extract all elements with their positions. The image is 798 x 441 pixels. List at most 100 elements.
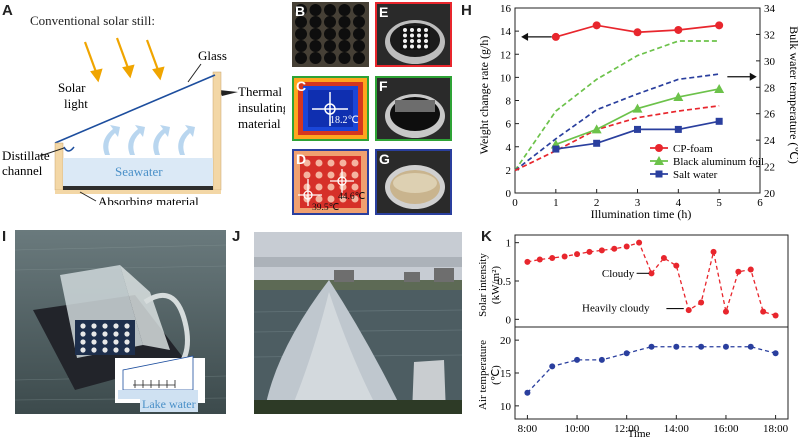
h-legend-label: Salt water [673, 169, 718, 181]
k-solar-point [648, 270, 655, 277]
k-solar-point [722, 308, 729, 315]
h-point [715, 117, 723, 125]
h-ytick-right-label: 22 [764, 162, 775, 174]
h-ytick-label: 12 [500, 49, 511, 61]
panel-letter-b: B [295, 3, 306, 19]
k-air-temp-point [698, 343, 705, 350]
h-xtick-label: 4 [676, 197, 682, 209]
h-ytick-right-label: 24 [764, 135, 776, 147]
photo-e-cp-foam-cup: E [375, 2, 452, 67]
k-solar-point [747, 266, 754, 273]
vapour-arrow-icons [103, 125, 195, 155]
h-point [593, 139, 601, 147]
k-top-ytick-label: 1 [506, 238, 512, 250]
h-ytick-label: 2 [506, 165, 512, 177]
k-bottom-frame [514, 326, 789, 420]
k-bottom-ylabel-1: Air temperature [477, 340, 489, 410]
h-point [673, 92, 684, 102]
k-annotation-heavily-cloudy: Heavily cloudy [582, 303, 650, 315]
k-air-temp-point [574, 356, 581, 363]
h-series-line-1 [555, 88, 720, 146]
k-top-ylabel-2: (kW/m²) [490, 266, 502, 304]
h-ytick-label: 0 [506, 188, 512, 200]
chart-h: Weight change rate (g/h) Bulk water temp… [477, 3, 798, 221]
h-temperature-line-1 [514, 73, 720, 172]
thermal-image-c: 18.2℃ C [292, 76, 369, 141]
distillate-label-1: Distillate [2, 148, 50, 163]
k-solar-point [524, 258, 531, 265]
k-solar-point [549, 255, 556, 261]
h-ytick-right-label: 32 [764, 29, 775, 41]
k-solar-point [673, 262, 680, 269]
photo-i-lake-still: Lake water [15, 230, 226, 414]
chart-k: Solar intensity (kW/m²) Air temperature … [477, 234, 789, 440]
schematic-title: Conventional solar still: [30, 13, 155, 28]
k-solar-point [536, 256, 543, 263]
k-solar-point [623, 243, 630, 250]
k-solar-point [710, 248, 717, 255]
h-ytick-right-label: 30 [764, 56, 776, 68]
k-air-temp-point [747, 343, 754, 350]
thermal-label-2: insulating [238, 100, 285, 115]
k-xtick-label: 14:00 [664, 423, 690, 435]
h-ytick-label: 10 [500, 72, 512, 84]
k-top-ytick-label: 0 [506, 314, 512, 326]
photo-f-aluminum-cup: F [375, 76, 452, 141]
panel-letter-c: C [296, 78, 307, 94]
temp-d-right: 44.6℃ [338, 192, 366, 202]
h-point [592, 21, 601, 30]
h-temperature-line-0 [514, 40, 720, 172]
h-xtick-label: 1 [553, 197, 559, 209]
k-air-temp-point [524, 389, 531, 396]
seawater-label: Seawater [115, 164, 163, 179]
h-point [551, 32, 560, 41]
panel-letter-d: D [296, 151, 307, 167]
h-legend-marker [654, 156, 664, 165]
h-ytick-label: 6 [506, 119, 512, 131]
h-ytick-right-label: 20 [764, 188, 776, 200]
sun-ray-icons [83, 37, 165, 83]
k-air-temp-point [623, 350, 630, 357]
panel-letter-a: A [2, 2, 13, 19]
h-legend-label: CP-foam [673, 143, 713, 155]
k-solar-point [636, 239, 643, 246]
k-air-temp-point [673, 343, 680, 350]
h-legend-marker [655, 170, 663, 178]
k-bottom-ytick-label: 20 [500, 335, 512, 347]
k-top-ylabel-1: Solar intensity [477, 253, 489, 317]
glass-label: Glass [198, 48, 227, 63]
h-point [632, 103, 643, 113]
h-ytick-label: 8 [506, 96, 512, 108]
h-point [714, 83, 725, 93]
h-left-axis-arrowhead [521, 32, 529, 41]
k-solar-point [760, 308, 767, 315]
k-xtick-label: 8:00 [518, 423, 538, 435]
k-top-ytick-label: 0.5 [497, 276, 511, 288]
photo-j-field-still [254, 232, 462, 414]
thermal-image-d: 44.6℃ 39.5℃ D [292, 149, 369, 215]
solar-label-2: light [64, 96, 88, 111]
panel-letter-i: I [2, 228, 7, 245]
h-xtick-label: 5 [716, 197, 722, 209]
k-xtick-label: 18:00 [763, 423, 789, 435]
h-point [591, 124, 602, 134]
h-point [633, 28, 642, 37]
k-solar-point [598, 247, 605, 254]
k-air-temp-point [549, 363, 556, 370]
k-bottom-ytick-label: 15 [500, 368, 512, 380]
temp-d-left: 39.5℃ [312, 203, 340, 213]
panel-letter-f: F [379, 78, 388, 94]
k-xlabel: Time [628, 428, 651, 440]
k-solar-point [735, 268, 742, 275]
thermal-label-1: Thermal [238, 84, 282, 99]
h-ytick-right-label: 28 [764, 82, 776, 94]
k-solar-point [586, 248, 593, 255]
k-annotation-cloudy: Cloudy [602, 268, 635, 280]
h-ytick-right-label: 26 [764, 109, 776, 121]
k-solar-point [685, 307, 692, 314]
k-air-temp-point [648, 343, 655, 350]
k-air-temp-line [526, 346, 776, 394]
h-ytick-label: 14 [500, 26, 512, 38]
h-point [674, 25, 683, 34]
h-point [715, 21, 724, 30]
